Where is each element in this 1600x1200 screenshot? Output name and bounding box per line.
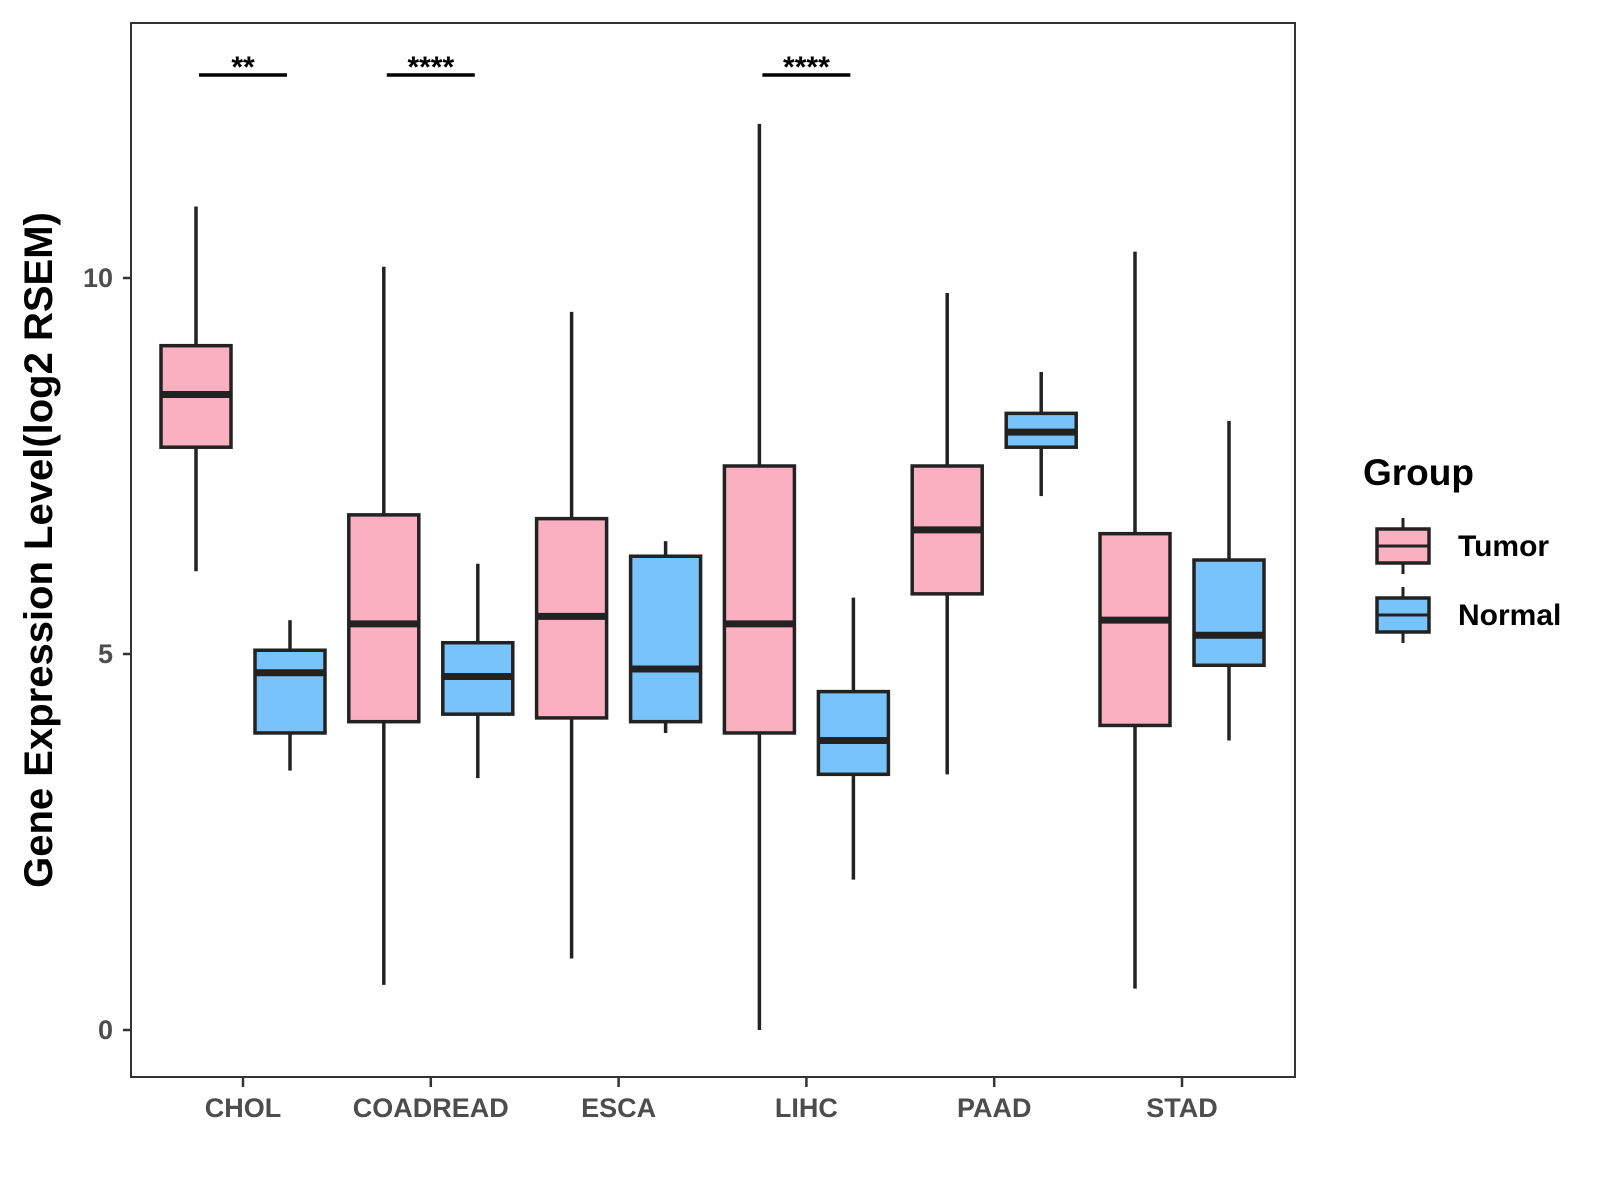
- legend-label: Tumor: [1458, 530, 1549, 563]
- plot-area: [159, 123, 1266, 1030]
- legend: Group Tumor Normal: [1363, 452, 1561, 643]
- y-tick-label: 10: [83, 263, 113, 293]
- box-tumor-coadread: [347, 266, 421, 985]
- x-tick-label: STAD: [1146, 1093, 1218, 1123]
- box-normal-lihc: [816, 597, 891, 880]
- box-tumor-lihc: [722, 123, 797, 1030]
- significance-chol: **: [199, 51, 287, 84]
- legend-item-tumor: Tumor: [1375, 518, 1549, 574]
- significance-label: ****: [407, 51, 454, 84]
- significance-label: ****: [783, 51, 830, 84]
- x-tick-label: ESCA: [581, 1093, 656, 1123]
- x-tick-label: COADREAD: [353, 1093, 509, 1123]
- significance-lihc: ****: [762, 51, 851, 84]
- box-body: [1098, 531, 1172, 728]
- x-tick-label: CHOL: [205, 1093, 282, 1123]
- significance-annotations: ** **** ****: [199, 51, 851, 84]
- axes: 0 5 10 CHOL COADREAD ESCA LIHC PAAD STAD: [83, 263, 1218, 1123]
- box-body: [253, 648, 327, 735]
- box-normal-chol: [253, 620, 327, 771]
- box-tumor-esca: [534, 311, 609, 959]
- box-body: [347, 513, 421, 724]
- box-tumor-chol: [159, 206, 233, 572]
- box-body: [722, 464, 797, 735]
- legend-label: Normal: [1458, 599, 1561, 632]
- plot-panel-border: [130, 22, 1296, 1078]
- significance-coadread: ****: [386, 51, 475, 84]
- box-body: [1192, 558, 1266, 668]
- x-tick-label: LIHC: [775, 1093, 838, 1123]
- box-body: [628, 554, 703, 724]
- box-tumor-stad: [1098, 251, 1172, 989]
- y-tick-label: 5: [98, 639, 113, 669]
- y-tick-label: 0: [98, 1015, 113, 1045]
- legend-item-normal: Normal: [1375, 587, 1561, 643]
- significance-label: **: [231, 51, 255, 84]
- box-normal-esca: [628, 541, 703, 733]
- legend-title: Group: [1363, 452, 1474, 493]
- box-normal-stad: [1192, 420, 1266, 741]
- box-normal-paad: [1004, 372, 1078, 497]
- box-tumor-paad: [910, 293, 984, 775]
- y-axis-title: Gene Expression Level(log2 RSEM): [17, 212, 61, 888]
- box-normal-coadread: [441, 563, 515, 779]
- box-body: [816, 689, 891, 777]
- x-tick-label: PAAD: [957, 1093, 1032, 1123]
